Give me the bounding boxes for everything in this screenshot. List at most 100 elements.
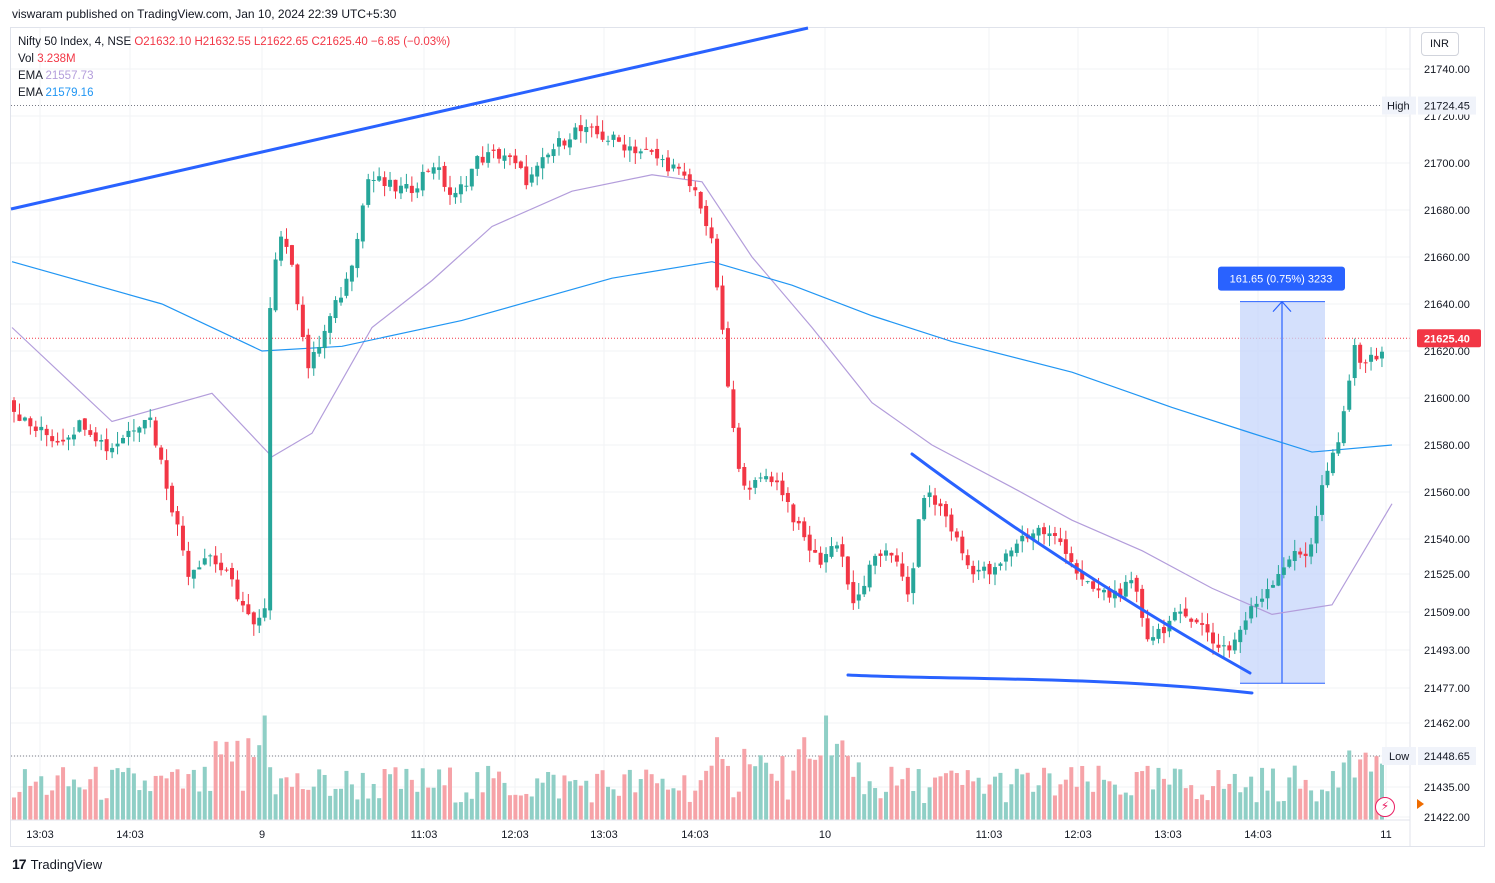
candle-body (33, 426, 38, 431)
volume-bar (589, 802, 594, 820)
candle-body (976, 569, 981, 572)
volume-bar (736, 791, 741, 820)
high-tag-label: High (1387, 101, 1410, 113)
volume-bar (524, 793, 529, 820)
volume-bar (873, 788, 878, 820)
candle-body (71, 434, 76, 440)
candle-body (764, 476, 769, 480)
candle-body (524, 166, 529, 186)
candle-body (938, 503, 943, 507)
volume-bar (818, 755, 823, 820)
volume-bar (262, 715, 267, 820)
x-tick-label: 14:03 (116, 829, 144, 841)
candle-body (61, 439, 66, 442)
candle-body (1227, 645, 1232, 651)
ema-slow-label[interactable]: EMA (18, 87, 43, 99)
candle-body (1200, 623, 1205, 625)
ema-fast-line (11, 174, 1393, 615)
candle-body (1134, 577, 1139, 592)
volume-bar (1369, 771, 1374, 820)
volume-bar (1336, 787, 1341, 820)
volume-bar (1265, 790, 1270, 820)
low-tag-bg (1382, 747, 1416, 765)
volume-bar (306, 789, 311, 820)
brand-footer[interactable]: 17 TradingView (12, 856, 102, 872)
volume-bar (889, 766, 894, 820)
volume-bar (551, 774, 556, 820)
candle-body (420, 171, 425, 191)
candle-body (328, 316, 333, 333)
volume-bar (442, 785, 447, 820)
candle-body (742, 467, 747, 486)
volume-bar (349, 784, 354, 820)
symbol-name[interactable]: Nifty 50 Index, 4, NSE (18, 36, 132, 48)
volume-bar (1205, 800, 1210, 820)
volume-bar (1374, 756, 1379, 820)
volume-bar (126, 767, 131, 820)
volume-bar (257, 745, 262, 820)
currency-button[interactable]: INR (1421, 32, 1459, 56)
volume-bar (851, 776, 856, 820)
volume-bar (1232, 773, 1237, 820)
candle-body (1102, 589, 1106, 593)
volume-bar (971, 781, 976, 820)
volume-bar (317, 769, 322, 820)
candle-body (317, 346, 322, 354)
volume-bar (1096, 765, 1101, 820)
volume-bar (938, 776, 943, 820)
volume-bar (747, 764, 752, 820)
volume-bar (1287, 777, 1292, 820)
volume-bar (900, 779, 905, 820)
candle-body (66, 437, 71, 440)
volume-bar (415, 791, 420, 820)
volume-bar (894, 785, 899, 820)
candle-body (851, 582, 856, 604)
candle-body (1031, 533, 1036, 539)
candle-body (709, 227, 714, 239)
candle-body (905, 576, 910, 595)
volume-bar (1042, 767, 1047, 820)
candle-body (464, 185, 469, 187)
volume-bar (775, 780, 779, 820)
candle-body (616, 137, 621, 142)
volume-bar (22, 769, 27, 820)
volume-bar (1216, 770, 1221, 820)
volume-bar (704, 770, 709, 820)
candle-body (1374, 355, 1379, 360)
play-icon[interactable] (1417, 799, 1424, 809)
candle-body (1063, 539, 1068, 554)
volume-bar (437, 769, 442, 820)
candle-body (180, 525, 185, 551)
x-tick-label: 13:03 (590, 829, 618, 841)
volume-bar (546, 772, 551, 820)
volume-bar (142, 780, 147, 820)
candle-body (355, 238, 360, 269)
volume-row: Vol 3.238M (18, 51, 450, 68)
volume-bar (44, 794, 49, 820)
volume-bar (829, 755, 834, 820)
volume-bar (1183, 788, 1188, 820)
volume-bar (1047, 773, 1052, 820)
candle-body (1194, 619, 1199, 623)
ema-fast-label[interactable]: EMA (18, 70, 43, 82)
volume-bar (71, 779, 76, 820)
candle-body (927, 492, 932, 497)
candle-body (775, 480, 779, 483)
candle-body (170, 485, 175, 513)
candle-body (856, 594, 861, 601)
vol-label[interactable]: Vol (18, 53, 34, 65)
low-value-bg (1418, 747, 1476, 765)
candle-body (333, 300, 338, 319)
volume-bar (916, 769, 921, 820)
candle-body (1042, 527, 1047, 535)
high-value-bg (1418, 96, 1476, 115)
volume-bar (1161, 778, 1166, 820)
candle-body (600, 131, 605, 140)
volume-bar (409, 779, 414, 820)
lightning-icon[interactable]: ⚡ (1375, 797, 1395, 817)
candle-body (442, 165, 447, 187)
volume-bar (322, 774, 327, 820)
candle-body (807, 534, 812, 551)
candle-body (1309, 544, 1314, 557)
